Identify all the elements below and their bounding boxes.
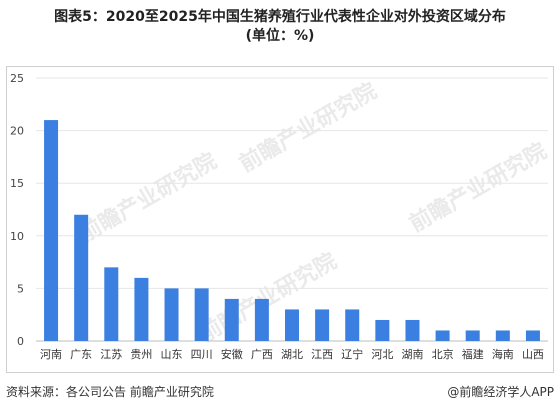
y-tick-label: 5 xyxy=(17,282,24,295)
x-tick-label: 安徽 xyxy=(221,347,243,361)
bar xyxy=(224,298,239,341)
brand-credit: @前瞻经济学人APP xyxy=(447,385,554,399)
bar xyxy=(194,288,209,341)
x-tick-label: 四川 xyxy=(191,348,213,361)
bar xyxy=(525,330,540,341)
x-tick-label: 广东 xyxy=(70,348,92,361)
y-tick-label: 20 xyxy=(10,125,24,138)
chart-title: 图表5：2020至2025年中国生猪养殖行业代表性企业对外投资区域分布 (单位：… xyxy=(0,8,560,46)
bar xyxy=(345,309,360,341)
bar xyxy=(104,267,119,341)
bar xyxy=(405,319,420,341)
bar xyxy=(495,330,510,341)
bar xyxy=(134,277,149,341)
x-tick-label: 辽宁 xyxy=(341,347,363,361)
x-tick-label: 广西 xyxy=(251,348,273,361)
plot-area xyxy=(6,66,554,373)
x-tick-label: 湖南 xyxy=(401,348,423,361)
x-tick-label: 江西 xyxy=(311,348,333,361)
bar xyxy=(375,319,390,341)
source-note: 资料来源：各公司公告 前瞻产业研究院 xyxy=(6,385,214,399)
bar xyxy=(254,298,269,341)
x-tick-label: 福建 xyxy=(462,347,484,361)
bar xyxy=(435,330,450,341)
title-line-2: (单位：%) xyxy=(245,28,315,44)
bar xyxy=(44,120,59,341)
title-line-1: 图表5：2020至2025年中国生猪养殖行业代表性企业对外投资区域分布 xyxy=(54,9,506,25)
y-tick-label: 25 xyxy=(10,72,24,85)
x-tick-label: 北京 xyxy=(432,347,454,361)
x-tick-label: 山东 xyxy=(161,348,183,361)
y-tick-label: 10 xyxy=(10,230,24,243)
x-tick-label: 海南 xyxy=(492,347,514,361)
x-tick-label: 湖北 xyxy=(281,348,303,361)
x-tick-label: 江苏 xyxy=(100,348,122,361)
x-tick-label: 贵州 xyxy=(130,348,152,361)
bar xyxy=(164,288,179,341)
x-tick-label: 山西 xyxy=(522,348,544,361)
y-tick-label: 15 xyxy=(10,177,24,190)
bar xyxy=(315,309,330,341)
y-tick-label: 0 xyxy=(17,335,24,348)
x-tick-label: 河南 xyxy=(40,348,62,361)
bar xyxy=(465,330,480,341)
bar xyxy=(74,214,89,341)
bar xyxy=(285,309,299,341)
x-tick-label: 河北 xyxy=(371,348,393,361)
